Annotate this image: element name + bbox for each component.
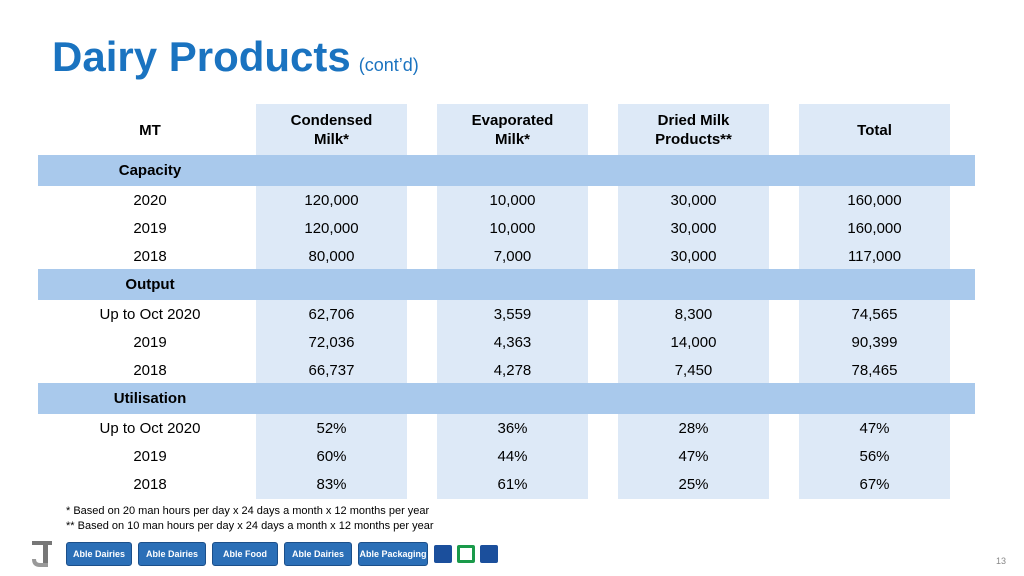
header-evaporated-line1: Evaporated bbox=[471, 112, 554, 129]
header-condensed-line1: Condensed bbox=[290, 112, 373, 129]
logo-able-dairies-text: Able Dairies bbox=[72, 549, 126, 559]
header-mt-label: MT bbox=[139, 121, 161, 139]
table-cell-condensed: 60% bbox=[316, 447, 347, 465]
logo-able-dairies-msgo: Able Dairies bbox=[138, 542, 206, 566]
table-cell-dried: 8,300 bbox=[674, 305, 713, 323]
table-cell-evaporated: 7,000 bbox=[493, 247, 532, 265]
table-cell-condensed: 80,000 bbox=[308, 247, 355, 265]
table-cell-year: 2018 bbox=[133, 475, 167, 493]
table-cell-condensed: 120,000 bbox=[304, 191, 359, 209]
table-cell-condensed: 83% bbox=[316, 475, 347, 493]
table-cell-evaporated: 10,000 bbox=[489, 191, 536, 209]
table-cell-evaporated: 4,278 bbox=[493, 361, 532, 379]
table-cell-dried: 25% bbox=[678, 475, 709, 493]
logo-able-dairies: Able Dairies bbox=[66, 542, 132, 566]
utilisation-band bbox=[38, 383, 975, 414]
title-subtitle: (cont’d) bbox=[358, 55, 419, 75]
table-cell-condensed: 62,706 bbox=[308, 305, 355, 323]
logo-able-packaging: Able Packaging bbox=[358, 542, 428, 566]
output-band bbox=[38, 269, 975, 300]
table-cell-dried: 30,000 bbox=[670, 219, 717, 237]
partner-logo-icon-1 bbox=[434, 545, 452, 563]
page-number: 13 bbox=[995, 556, 1006, 566]
table-cell-total: 47% bbox=[859, 419, 890, 437]
header-evaporated-line2: Milk* bbox=[494, 131, 530, 148]
table-cell-total: 160,000 bbox=[847, 219, 902, 237]
table-cell-dried: 7,450 bbox=[674, 361, 713, 379]
header-dried-line1: Dried Milk bbox=[657, 112, 730, 129]
table-cell-year: 2020 bbox=[133, 191, 167, 209]
page-title: Dairy Products (cont’d) bbox=[52, 33, 419, 81]
partner-logo-icon-3 bbox=[480, 545, 498, 563]
table-cell-evaporated: 61% bbox=[497, 475, 528, 493]
table-cell-dried: 47% bbox=[678, 447, 709, 465]
table-cell-evaporated: 10,000 bbox=[489, 219, 536, 237]
logo-able-dairies-msgo-text: Able Dairies bbox=[145, 549, 199, 559]
table-cell-dried: 30,000 bbox=[670, 191, 717, 209]
table-cell-evaporated: 3,559 bbox=[493, 305, 532, 323]
logo-able-food: Able Food bbox=[212, 542, 278, 566]
logo-able-food-text: Able Food bbox=[223, 549, 267, 559]
logo-strip: Able Dairies Able Dairies Able Food Able… bbox=[30, 538, 503, 570]
table-cell-year: 2019 bbox=[133, 447, 167, 465]
table-cell-total: 56% bbox=[859, 447, 890, 465]
section-label-utilisation: Utilisation bbox=[113, 390, 187, 407]
logo-able-dairies-marketing-text: Able Dairies bbox=[291, 549, 345, 559]
table-cell-year: Up to Oct 2020 bbox=[99, 419, 201, 437]
logo-able-packaging-text: Able Packaging bbox=[359, 549, 427, 559]
table-cell-evaporated: 4,363 bbox=[493, 333, 532, 351]
header-dried-line2: Products** bbox=[655, 131, 732, 148]
table-cell-year: 2018 bbox=[133, 247, 167, 265]
capacity-band bbox=[38, 155, 975, 186]
table-cell-dried: 28% bbox=[678, 419, 709, 437]
table-cell-total: 67% bbox=[859, 475, 890, 493]
table-cell-total: 117,000 bbox=[847, 247, 902, 265]
table-cell-condensed: 72,036 bbox=[308, 333, 355, 351]
table-cell-year: 2018 bbox=[133, 361, 167, 379]
table-cell-year: 2019 bbox=[133, 219, 167, 237]
footnote-1: * Based on 20 man hours per day x 24 day… bbox=[66, 505, 430, 517]
table-cell-year: 2019 bbox=[133, 333, 167, 351]
table-cell-year: Up to Oct 2020 bbox=[99, 305, 201, 323]
company-logo-icon bbox=[30, 539, 54, 569]
partner-logo-icon-2 bbox=[457, 545, 475, 563]
table-cell-dried: 30,000 bbox=[670, 247, 717, 265]
table-cell-total: 160,000 bbox=[847, 191, 902, 209]
table-cell-total: 90,399 bbox=[851, 333, 898, 351]
table-cell-evaporated: 44% bbox=[497, 447, 528, 465]
header-total: Total bbox=[799, 108, 950, 152]
logo-able-dairies-marketing: Able Dairies bbox=[284, 542, 352, 566]
table-cell-condensed: 66,737 bbox=[308, 361, 355, 379]
section-label-capacity: Capacity bbox=[118, 162, 182, 179]
table-cell-total: 78,465 bbox=[851, 361, 898, 379]
footnote-2: ** Based on 10 man hours per day x 24 da… bbox=[66, 520, 434, 532]
header-evaporated: Evaporated Milk* bbox=[437, 108, 588, 152]
table-cell-evaporated: 36% bbox=[497, 419, 528, 437]
header-condensed: Condensed Milk* bbox=[256, 108, 407, 152]
table-cell-condensed: 52% bbox=[316, 419, 347, 437]
table-cell-dried: 14,000 bbox=[670, 333, 717, 351]
table-cell-total: 74,565 bbox=[851, 305, 898, 323]
header-total-label: Total bbox=[857, 121, 892, 139]
header-mt: MT bbox=[60, 108, 240, 152]
header-dried: Dried Milk Products** bbox=[618, 108, 769, 152]
table-cell-condensed: 120,000 bbox=[304, 219, 359, 237]
title-text: Dairy Products bbox=[52, 33, 351, 80]
section-label-output: Output bbox=[125, 276, 175, 293]
header-condensed-line2: Milk* bbox=[313, 131, 349, 148]
